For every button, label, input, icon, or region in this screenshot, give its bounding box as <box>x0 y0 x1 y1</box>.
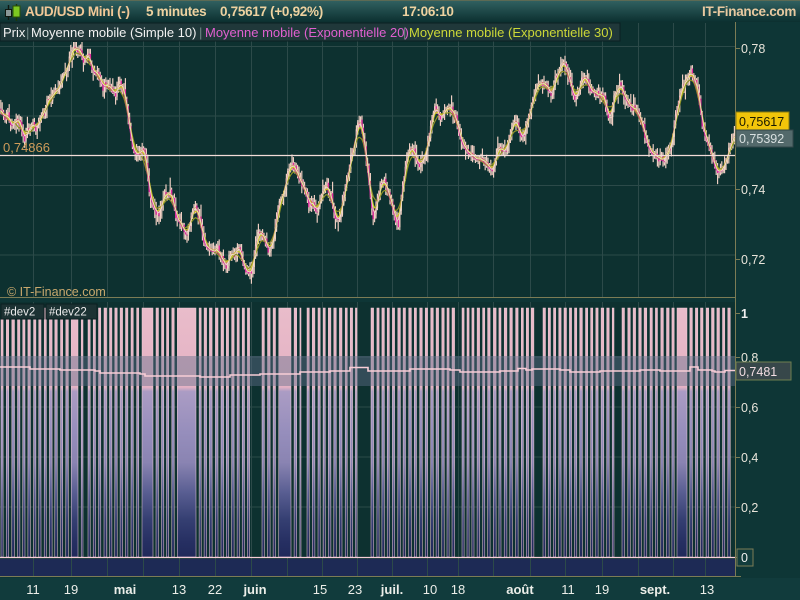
svg-text:19: 19 <box>595 582 609 597</box>
svg-text:13: 13 <box>172 582 186 597</box>
svg-text:|: | <box>403 25 406 40</box>
svg-text:Moyenne mobile (Exponentielle: Moyenne mobile (Exponentielle 30) <box>409 25 613 40</box>
svg-text:juin: juin <box>242 582 266 597</box>
svg-text:#dev22: #dev22 <box>49 307 87 319</box>
svg-text:Moyenne mobile (Simple 10): Moyenne mobile (Simple 10) <box>31 25 196 40</box>
svg-text:22: 22 <box>208 582 222 597</box>
svg-text:0,72: 0,72 <box>741 253 765 267</box>
svg-text:0,6: 0,6 <box>741 401 758 415</box>
svg-text:15: 15 <box>313 582 327 597</box>
svg-text:0,74866: 0,74866 <box>3 140 50 155</box>
svg-text:Prix: Prix <box>3 25 26 40</box>
svg-text:23: 23 <box>348 582 362 597</box>
svg-text:0,75617: 0,75617 <box>739 115 784 129</box>
svg-text:0,4: 0,4 <box>741 451 758 465</box>
svg-text:11: 11 <box>561 582 575 597</box>
svg-text:0,78: 0,78 <box>741 42 765 56</box>
svg-text:13: 13 <box>700 582 714 597</box>
svg-text:#dev2: #dev2 <box>4 307 35 319</box>
svg-text:mai: mai <box>114 582 136 597</box>
svg-text:11: 11 <box>26 582 40 597</box>
svg-text:10: 10 <box>423 582 437 597</box>
svg-text:Moyenne mobile (Exponentielle: Moyenne mobile (Exponentielle 20) <box>205 25 409 40</box>
svg-text:août: août <box>506 582 534 597</box>
svg-text:© IT-Finance.com: © IT-Finance.com <box>7 285 106 299</box>
svg-text:|: | <box>199 25 202 40</box>
svg-text:0,7481: 0,7481 <box>739 365 777 379</box>
svg-text:sept.: sept. <box>640 582 670 597</box>
svg-text:19: 19 <box>64 582 78 597</box>
svg-text:0,74: 0,74 <box>741 183 765 197</box>
svg-text:1: 1 <box>741 307 748 321</box>
svg-text:|: | <box>26 25 29 40</box>
svg-text:0,2: 0,2 <box>741 501 758 515</box>
svg-text:0,75392: 0,75392 <box>739 132 784 146</box>
svg-text:0: 0 <box>741 551 748 565</box>
svg-text:juil.: juil. <box>380 582 403 597</box>
svg-text:18: 18 <box>451 582 465 597</box>
